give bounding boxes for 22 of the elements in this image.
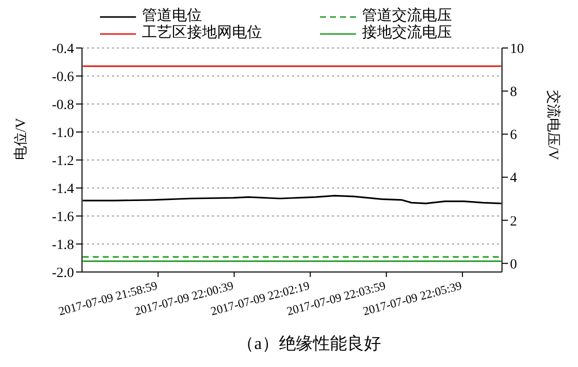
text: （a）绝缘性能良好 — [236, 333, 382, 355]
legend-label: 接地交流电压 — [362, 25, 452, 42]
y2-tick-label: 10 — [510, 42, 524, 57]
y-tick-label: -1.6 — [52, 210, 74, 225]
y-tick-label: -2.0 — [52, 266, 74, 281]
y2-tick-label: 6 — [510, 128, 517, 144]
y-tick-label: -1.0 — [52, 126, 74, 141]
y2-tick-label: 0 — [510, 257, 517, 272]
y-tick-label: -0.4 — [52, 42, 74, 57]
y2-tick-label: 4 — [510, 171, 517, 186]
legend-label: 管道交流电压 — [362, 8, 452, 24]
y-tick-label: -1.2 — [52, 154, 74, 169]
legend-label: 工艺区接地网电位 — [142, 25, 262, 42]
y-tick-label: -1.8 — [52, 238, 74, 253]
y-tick-label: -1.4 — [52, 182, 74, 197]
y-tick-label: -0.6 — [52, 70, 74, 85]
legend-label: 管道电位 — [142, 8, 202, 24]
y2-tick-label: 8 — [510, 85, 517, 100]
y-tick-label: -0.8 — [52, 98, 74, 113]
y-axis-title: 电位/V — [12, 118, 29, 160]
y2-axis-title: 交流电压/V — [545, 90, 562, 160]
y2-tick-label: 2 — [510, 214, 517, 230]
